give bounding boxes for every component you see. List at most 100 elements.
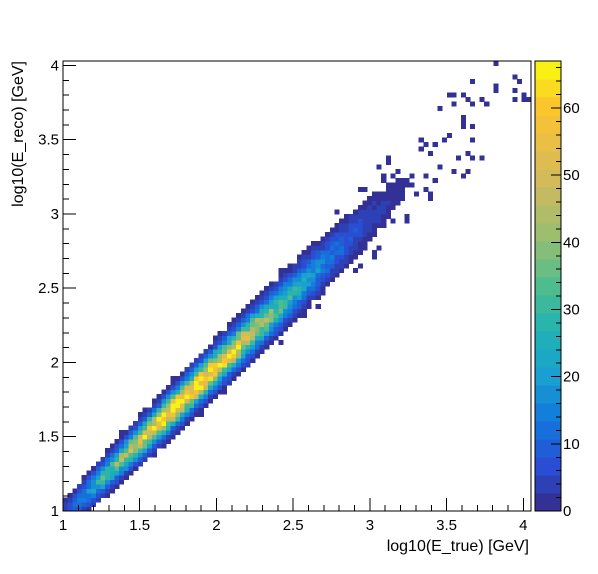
colorbar-tick-label: 20 <box>563 369 580 386</box>
heatmap-cell <box>189 416 195 422</box>
heatmap-cell <box>297 268 303 273</box>
heatmap-cell <box>306 245 312 251</box>
heatmap-cell <box>273 295 279 300</box>
heatmap-cell <box>451 92 457 98</box>
heatmap-cell <box>119 443 125 449</box>
heatmap-cell <box>334 241 340 246</box>
heatmap-cell <box>86 479 92 485</box>
heatmap-cell <box>170 421 176 426</box>
heatmap-cell <box>301 281 307 287</box>
heatmap-cell <box>264 290 270 296</box>
heatmap-cell <box>151 448 157 453</box>
heatmap-cell <box>297 308 303 314</box>
heatmap-cell <box>423 173 429 179</box>
heatmap-cell <box>245 326 251 332</box>
heatmap-cell <box>292 313 298 318</box>
heatmap-cell <box>128 443 134 449</box>
heatmap-cell <box>95 493 101 498</box>
heatmap-cell <box>306 268 312 273</box>
heatmap-cell <box>175 376 181 381</box>
heatmap-cell <box>465 151 471 156</box>
heatmap-cell <box>245 322 251 327</box>
x-tick-label: 3.5 <box>436 517 457 534</box>
heatmap-cell <box>357 245 363 251</box>
heatmap-cell <box>250 344 256 350</box>
heatmap-cell <box>217 353 223 359</box>
heatmap-cell <box>105 493 111 498</box>
heatmap-cell <box>231 317 237 323</box>
heatmap-cell <box>371 205 377 210</box>
heatmap-cell <box>208 362 214 368</box>
heatmap-cell <box>212 367 218 372</box>
heatmap-cell <box>189 389 195 395</box>
heatmap-cell <box>222 389 228 395</box>
heatmap-cell <box>273 281 279 287</box>
colorbar-band <box>535 313 561 332</box>
heatmap-cell <box>348 259 354 264</box>
heatmap-cell <box>254 308 260 314</box>
heatmap-cell <box>409 173 415 179</box>
heatmap-cell <box>81 475 87 480</box>
heatmap-cell <box>339 236 345 242</box>
heatmap-cell <box>306 254 312 260</box>
heatmap-cell <box>273 290 279 296</box>
heatmap-cell <box>245 313 251 318</box>
heatmap-cell <box>306 263 312 269</box>
heatmap-cell <box>282 277 289 282</box>
heatmap-cell <box>86 497 92 503</box>
heatmap-cell <box>301 308 307 314</box>
colorbar-band <box>535 421 561 440</box>
heatmap-cell <box>114 475 120 480</box>
heatmap-cell <box>194 380 200 386</box>
heatmap-cell <box>180 385 186 390</box>
heatmap-cell <box>194 376 200 381</box>
heatmap-cell <box>362 236 368 242</box>
heatmap-cell <box>151 434 157 440</box>
heatmap-cell <box>109 475 115 480</box>
colorbar-band <box>535 97 561 116</box>
heatmap-cell <box>395 187 401 192</box>
heatmap-cell <box>245 317 251 323</box>
heatmap-cell <box>137 443 143 449</box>
heatmap-cell <box>362 214 368 219</box>
colorbar-band <box>535 151 561 170</box>
heatmap-cell <box>264 304 270 309</box>
heatmap-cell <box>306 277 312 282</box>
heatmap-cell <box>395 200 401 206</box>
heatmap-cell <box>306 250 312 255</box>
heatmap-cell <box>343 250 349 255</box>
heatmap-cell <box>119 434 125 440</box>
heatmap-cell <box>175 385 181 390</box>
y-tick-label: 1.5 <box>38 429 59 446</box>
heatmap-cell <box>362 209 368 215</box>
heatmap-cell <box>376 200 382 206</box>
heatmap-cell <box>376 196 382 201</box>
heatmap-cell <box>156 403 162 408</box>
heatmap-cell <box>109 448 115 453</box>
colorbar-band <box>535 349 561 368</box>
heatmap-cell <box>385 196 391 201</box>
heatmap-cell <box>282 322 289 327</box>
heatmap-cell <box>137 439 143 444</box>
heatmap-cell <box>250 308 256 314</box>
heatmap-cell <box>325 259 331 264</box>
heatmap-cell <box>292 268 298 273</box>
heatmap-cell <box>133 461 139 467</box>
x-tick-label: 4 <box>519 517 527 534</box>
heatmap-cell <box>339 241 345 246</box>
heatmap-cell <box>264 344 270 350</box>
heatmap-cell <box>133 425 139 431</box>
heatmap-cell <box>119 439 125 444</box>
heatmap-cell <box>250 340 256 345</box>
colorbar-band <box>535 133 561 152</box>
heatmap-cell <box>315 304 321 309</box>
heatmap-cell <box>353 227 359 233</box>
heatmap-cell <box>222 371 228 377</box>
heatmap-cell <box>231 331 237 336</box>
heatmap-cell <box>311 277 317 282</box>
heatmap-cell <box>222 376 228 381</box>
heatmap-cell <box>240 331 246 336</box>
heatmap-cell <box>245 340 251 345</box>
heatmap-cell <box>254 335 260 341</box>
